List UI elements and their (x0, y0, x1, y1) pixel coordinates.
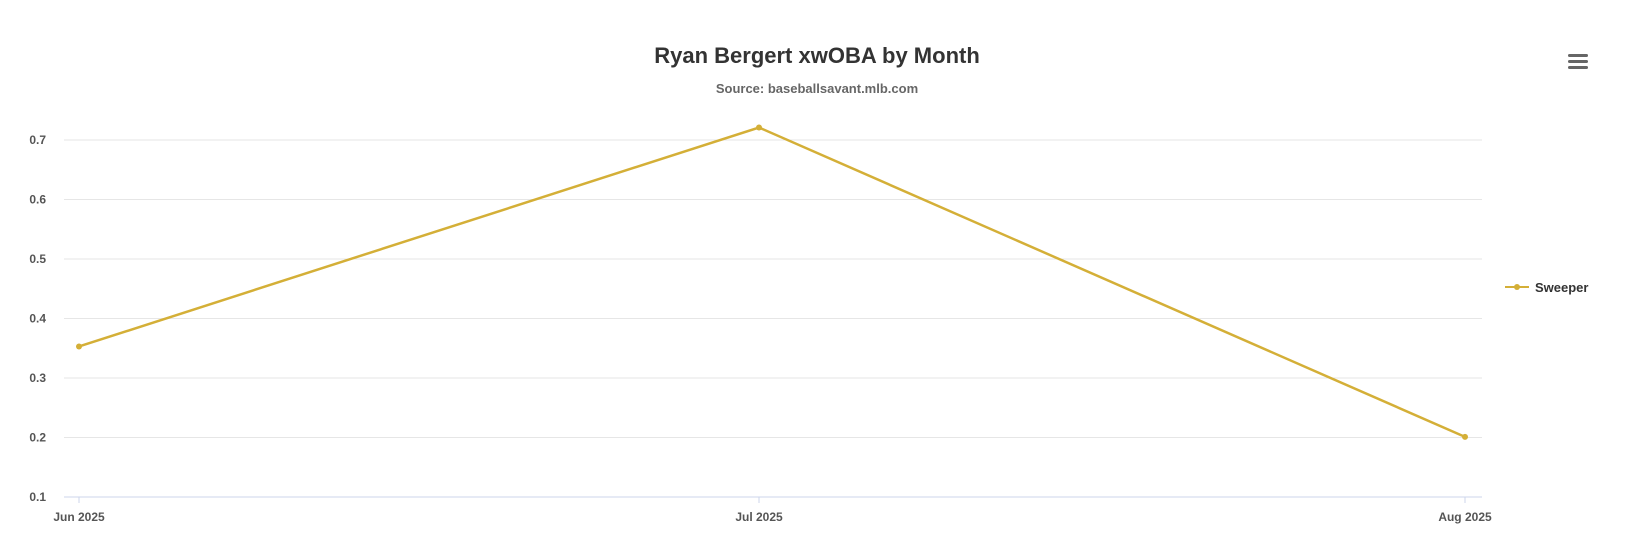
data-point[interactable] (1462, 433, 1468, 440)
data-point[interactable] (756, 124, 762, 131)
x-axis-ticks: Jun 2025 Jul 2025 Aug 2025 (53, 497, 1492, 524)
y-tick-label: 0.2 (29, 431, 46, 445)
legend-marker (1514, 284, 1520, 290)
legend-item-sweeper[interactable]: Sweeper (1505, 280, 1588, 295)
y-tick-label: 0.3 (29, 371, 46, 385)
x-tick-label: Jul 2025 (735, 510, 783, 524)
y-tick-label: 0.6 (29, 193, 46, 207)
y-tick-label: 0.4 (29, 312, 46, 326)
x-tick-label: Aug 2025 (1438, 510, 1492, 524)
chart-menu-button[interactable] (1560, 46, 1596, 76)
y-tick-label: 0.1 (29, 490, 46, 504)
chart-title: Ryan Bergert xwOBA by Month (654, 43, 980, 68)
hamburger-menu-icon (1568, 54, 1588, 69)
series-line (78, 126, 1466, 439)
y-tick-label: 0.5 (29, 252, 46, 266)
y-tick-label: 0.7 (29, 133, 46, 147)
grid-lines (64, 139, 1482, 438)
x-tick-label: Jun 2025 (53, 510, 105, 524)
legend-label: Sweeper (1535, 280, 1588, 295)
y-axis-ticks: 0.1 0.2 0.3 0.4 0.5 0.6 0.7 (29, 133, 46, 504)
chart-subtitle: Source: baseballsavant.mlb.com (716, 81, 918, 96)
series-layer (76, 124, 1468, 440)
data-point[interactable] (76, 343, 82, 350)
